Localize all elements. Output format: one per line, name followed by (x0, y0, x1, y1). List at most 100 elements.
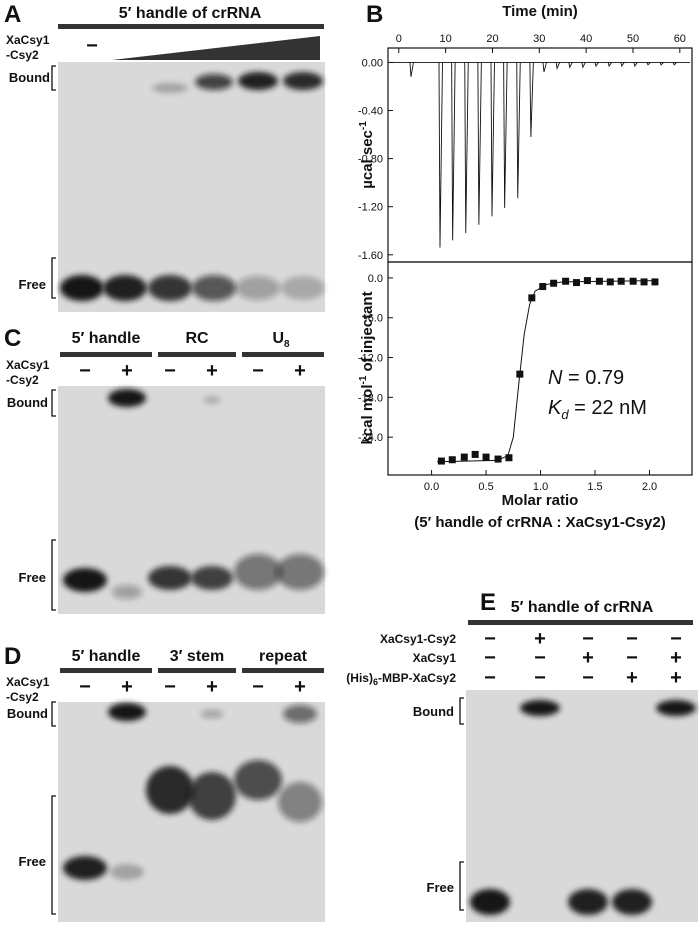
band (283, 72, 323, 90)
panel-letter: D (4, 643, 21, 670)
row-label: -Csy2 (6, 690, 39, 704)
gel (58, 62, 325, 312)
sign: + (534, 628, 546, 650)
injection-peak (581, 62, 586, 69)
sign: − (252, 360, 264, 382)
x-axis-title: Molar ratio (502, 492, 579, 509)
band (236, 276, 280, 300)
bound-label: Bound (413, 704, 454, 719)
y-axis-title: µcal sec-1 (358, 121, 376, 189)
sign: + (121, 676, 133, 698)
y-tick-label: -6.0 (364, 313, 383, 325)
bracket (459, 697, 464, 725)
injection-peak (503, 62, 508, 208)
annotation: Kd = 22 nM (548, 397, 647, 422)
sign: − (534, 667, 546, 689)
band (103, 275, 147, 301)
band (203, 396, 221, 404)
data-point (482, 453, 490, 461)
sign: − (626, 628, 638, 650)
x-tick-label: 1.5 (587, 481, 602, 493)
x-tick-label: 50 (627, 33, 639, 45)
injection-peak (438, 62, 443, 248)
y-tick-label: -1.60 (358, 250, 383, 262)
x-tick-label: 60 (674, 33, 686, 45)
band (195, 74, 233, 90)
x-tick-label: 1.0 (533, 481, 548, 493)
data-point (640, 278, 648, 286)
row-label: XaCsy1 (6, 33, 50, 47)
sign: − (79, 360, 91, 382)
panel-header: 5′ handle of crRNA (119, 5, 262, 22)
header-subscript: 8 (284, 339, 290, 350)
panel-header: repeat (259, 648, 308, 665)
sign: + (121, 360, 133, 382)
data-point (437, 457, 445, 465)
annotation-subscript: d (561, 407, 569, 422)
plot-frame (387, 47, 693, 263)
injection-peak (477, 62, 482, 225)
injection-peak (555, 62, 561, 71)
header-bar (60, 352, 152, 357)
data-point (460, 453, 468, 461)
data-point (494, 455, 502, 463)
injection-peak (516, 62, 521, 199)
row-label: XaCsy1 (413, 651, 457, 665)
panel-a: A 5′ handle of crRNA XaCsy1 -Csy2 − Boun… (4, 1, 325, 312)
x-tick-label: 2.0 (642, 481, 657, 493)
data-point (651, 278, 659, 286)
header-bar (242, 352, 324, 357)
band (283, 705, 317, 723)
sign: − (484, 647, 496, 669)
sign: − (164, 676, 176, 698)
y-tick-label: -12.0 (358, 353, 383, 365)
panel-header: 5′ handle (72, 648, 141, 665)
sign: + (206, 676, 218, 698)
y-tick-label: 0.00 (362, 57, 383, 69)
band (188, 772, 236, 820)
header-bar (468, 620, 693, 625)
injection-peak (529, 62, 534, 137)
injection-peak (409, 62, 414, 77)
panel-letter: E (480, 589, 496, 616)
header-text: 5′ handle (72, 330, 141, 347)
bracket (51, 539, 56, 611)
band (234, 554, 282, 590)
y-tick-label: -18.0 (358, 392, 383, 404)
panel-header: 3′ stem (170, 648, 225, 665)
injection-peak (490, 62, 495, 217)
panel-b: B Time (min) µcal sec-1 kcal mol-1 of in… (358, 1, 693, 531)
sign: − (670, 628, 682, 650)
y-axis-title: kcal mol-1 of injectant (358, 291, 376, 444)
injection-peak (646, 62, 651, 66)
sign: + (670, 647, 682, 669)
panel-header: 5′ handle (72, 330, 141, 347)
x-tick-label: 10 (439, 33, 451, 45)
sign: + (626, 667, 638, 689)
band (520, 700, 560, 716)
band (63, 568, 107, 592)
injection-peak (451, 62, 456, 241)
band (192, 275, 236, 301)
injection-peak (607, 62, 612, 68)
header-text: 3′ stem (170, 648, 225, 665)
sign: − (626, 647, 638, 669)
data-point (583, 277, 591, 285)
row-text: -MBP-XaCsy2 (378, 671, 456, 685)
panel-header: 5′ handle of crRNA (511, 599, 654, 616)
sign: − (484, 667, 496, 689)
band (612, 889, 652, 915)
sign: − (79, 676, 91, 698)
row-label: -Csy2 (6, 373, 39, 387)
bracket (459, 861, 464, 911)
injection-peak (659, 62, 664, 66)
row-text: XaCsy1-Csy2 (380, 632, 456, 646)
axis-text: of injectant (359, 291, 376, 375)
sign: − (582, 628, 594, 650)
row-label: (His)6-MBP-XaCsy2 (346, 671, 456, 687)
sign: + (206, 360, 218, 382)
wedge (112, 36, 320, 60)
x-axis-title: (5′ handle of crRNA : XaCsy1-Csy2) (414, 514, 665, 531)
panel-letter: C (4, 325, 21, 352)
